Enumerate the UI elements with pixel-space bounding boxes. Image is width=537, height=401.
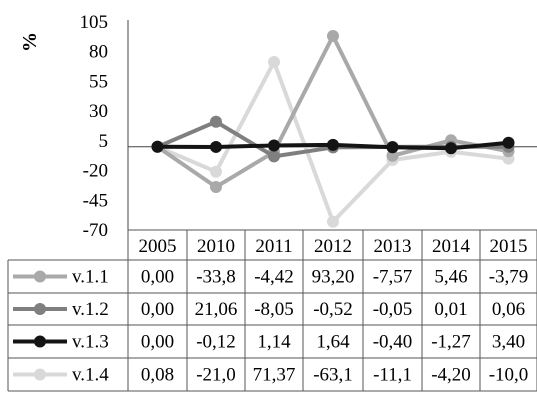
x-category-label: 2013: [374, 236, 412, 257]
data-label: 3,40: [492, 332, 525, 353]
data-point: [327, 215, 339, 228]
legend-key-marker: [34, 368, 46, 381]
legend-key-marker: [34, 270, 46, 283]
data-label: -0,40: [373, 332, 413, 353]
data-label: 0,00: [141, 299, 174, 320]
data-label: 71,37: [253, 365, 296, 386]
data-label: -4,42: [254, 267, 294, 288]
y-axis-title: %: [19, 32, 41, 52]
data-label: 1,14: [257, 332, 291, 353]
data-label: -7,57: [373, 267, 413, 288]
data-label: -4,20: [431, 365, 471, 386]
x-category-label: 2012: [314, 236, 352, 257]
data-label: 0,01: [434, 299, 467, 320]
data-label: -0,52: [313, 299, 353, 320]
data-label: -0,12: [196, 332, 236, 353]
data-point: [210, 115, 222, 128]
data-point: [386, 141, 399, 154]
data-label: 93,20: [312, 267, 355, 288]
y-tick-label: 30: [89, 101, 108, 122]
data-point: [268, 55, 280, 68]
data-label: 1,64: [316, 332, 350, 353]
data-point: [151, 140, 164, 153]
y-tick-label: 55: [89, 71, 108, 92]
data-point: [445, 142, 457, 155]
x-category-label: 2011: [255, 236, 292, 257]
x-category-label: 2015: [490, 236, 528, 257]
data-table-header-row: 2005 2010 2011 2012 2013 2014 2015: [139, 236, 528, 257]
data-label: 0,00: [141, 332, 174, 353]
data-label: -0,05: [373, 299, 413, 320]
data-table-row: v.1.2 0,00 21,06 -8,05 -0,52 -0,05 0,01 0,06: [13, 299, 525, 320]
data-point: [386, 149, 399, 162]
data-point: [327, 138, 339, 151]
series-line: [156, 34, 509, 189]
legend-series-name: v.1.2: [72, 299, 109, 320]
y-tick-label: -20: [83, 161, 108, 182]
data-label: -21,0: [196, 365, 236, 386]
data-label: -33,8: [196, 267, 236, 288]
data-label: 21,06: [195, 299, 238, 320]
data-label: -63,1: [313, 365, 353, 386]
data-point: [502, 136, 515, 149]
data-label: -11,1: [373, 365, 412, 386]
data-table-row: v.1.3 0,00 -0,12 1,14 1,64 -0,40 -1,27 3,40: [13, 332, 525, 353]
legend-series-name: v.1.3: [72, 332, 109, 353]
x-category-label: 2005: [139, 236, 177, 257]
x-category-label: 2010: [197, 236, 235, 257]
y-tick-label: 105: [80, 12, 109, 33]
y-tick-label: -70: [83, 220, 108, 241]
y-axis: 105 80 55 30 5 -20 -45 -70: [80, 12, 537, 241]
data-table-grid: [7, 229, 537, 392]
data-point: [268, 139, 280, 152]
data-label: 0,00: [141, 267, 174, 288]
y-tick-label: 5: [99, 131, 109, 152]
data-label: 5,46: [434, 267, 467, 288]
legend-key-marker: [34, 335, 46, 348]
y-tick-label: 80: [89, 42, 108, 63]
data-label: -10,0: [489, 365, 529, 386]
data-table-row: v.1.4 0,08 -21,0 71,37 -63,1 -11,1 -4,20 -10,0: [13, 365, 528, 386]
x-category-label: 2014: [432, 236, 471, 257]
series-lines: [151, 30, 515, 228]
legend-series-name: v.1.1: [72, 267, 109, 288]
legend-key-marker: [34, 303, 46, 315]
data-label: -3,79: [489, 267, 529, 288]
data-label: 0,06: [492, 299, 525, 320]
data-table-row: v.1.1 0,00 -33,8 -4,42 93,20 -7,57 5,46 -3,79: [13, 267, 528, 288]
data-point: [210, 180, 222, 193]
data-point: [327, 30, 339, 43]
data-table-rows: v.1.1 0,00 -33,8 -4,42 93,20 -7,57 5,46 -3,79v.…: [13, 267, 528, 386]
data-point: [268, 150, 280, 163]
data-point: [210, 140, 222, 153]
data-label: -8,05: [254, 299, 294, 320]
y-tick-label: -45: [83, 190, 108, 211]
data-point: [210, 165, 222, 178]
data-label: -1,27: [431, 332, 471, 353]
legend-series-name: v.1.4: [72, 365, 109, 386]
series-v.1.3: [151, 136, 515, 155]
data-label: 0,08: [141, 365, 174, 386]
